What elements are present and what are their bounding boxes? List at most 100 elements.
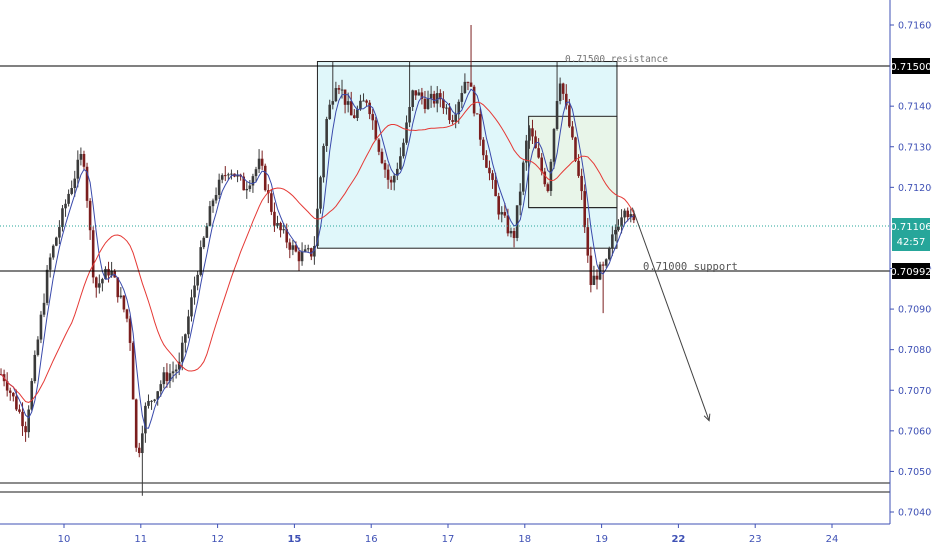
candle-body xyxy=(488,167,491,174)
candle-body xyxy=(263,165,267,191)
candle-body xyxy=(141,433,144,454)
candle-body xyxy=(205,226,209,238)
candle-body xyxy=(67,193,70,204)
arrow-shaft xyxy=(631,207,710,421)
candle-body xyxy=(353,115,356,118)
candle-body xyxy=(196,274,199,286)
candle-body xyxy=(460,93,464,102)
candle-body xyxy=(273,211,276,226)
candle-body xyxy=(319,177,322,209)
candle-body xyxy=(552,129,556,162)
candle-body xyxy=(313,246,316,257)
candle-body xyxy=(217,179,221,195)
candle-body xyxy=(475,113,479,115)
resistance-price-badge: 0.71500 xyxy=(890,58,932,74)
candle-body xyxy=(466,81,470,83)
candle-body xyxy=(448,107,451,121)
candle-body xyxy=(349,101,353,116)
support-label: 0.71000 support xyxy=(643,261,738,273)
candle-body xyxy=(601,264,605,266)
candle-body xyxy=(36,339,40,355)
candle-body xyxy=(515,205,519,238)
candle-body xyxy=(79,153,83,160)
y-tick-label: 0.70400 xyxy=(898,508,932,519)
candle-body xyxy=(8,390,12,393)
candle-body xyxy=(482,139,485,156)
x-tick-label: 15 xyxy=(287,534,301,545)
candle-body xyxy=(362,100,365,102)
candle-body xyxy=(574,137,577,161)
x-tick-label: 23 xyxy=(749,534,762,545)
candle-body xyxy=(64,203,67,209)
ma-layer xyxy=(0,88,635,429)
candle-body xyxy=(171,371,175,374)
candle-body xyxy=(614,229,617,235)
candle-body xyxy=(223,175,227,177)
candle-body xyxy=(592,275,596,285)
candle-body xyxy=(534,136,537,149)
candle-body xyxy=(300,251,304,262)
candle-body xyxy=(260,158,264,166)
candle-body xyxy=(131,342,135,400)
candle-body xyxy=(340,89,344,91)
candle-body xyxy=(531,128,534,137)
candle-body xyxy=(399,156,402,169)
candle-body xyxy=(380,151,384,164)
countdown-badge-text: 42:57 xyxy=(897,237,926,248)
candle-body xyxy=(528,128,531,141)
candle-body xyxy=(386,169,390,180)
candle-body xyxy=(180,342,184,362)
candle-body xyxy=(328,104,332,119)
candle-body xyxy=(291,245,295,250)
candle-body xyxy=(270,193,273,212)
candle-body xyxy=(549,161,553,191)
candle-body xyxy=(254,169,258,177)
time-axis-ticks: 10 11 12 15 16 17 18 19 22 23 24 xyxy=(58,524,838,545)
candle-body xyxy=(202,237,206,248)
candle-body xyxy=(497,196,500,215)
candle-body xyxy=(190,297,193,317)
candle-body xyxy=(518,191,522,206)
zones-layer xyxy=(316,61,618,249)
candle-body xyxy=(12,392,15,397)
arrow-head xyxy=(703,413,711,422)
candle-body xyxy=(337,88,341,90)
candle-body xyxy=(359,100,362,110)
candle-body xyxy=(478,114,482,140)
candle-body xyxy=(220,175,224,180)
candle-body xyxy=(208,206,212,227)
candle-body xyxy=(439,93,442,100)
resistance-price-badge-text: 0.71500 xyxy=(890,62,931,73)
candle-body xyxy=(279,222,282,231)
candle-body xyxy=(21,411,24,427)
candle-body xyxy=(134,399,138,448)
candle-body xyxy=(51,245,55,258)
candle-body xyxy=(577,160,580,176)
candle-body xyxy=(193,285,196,298)
candle-body xyxy=(469,82,473,87)
candle-body xyxy=(506,215,510,234)
candle-body xyxy=(153,399,156,401)
candle-body xyxy=(509,231,513,234)
candle-body xyxy=(242,176,246,191)
candle-body xyxy=(48,257,52,270)
candle-body xyxy=(58,227,61,238)
candle-body xyxy=(297,251,301,262)
candle-body xyxy=(76,159,80,179)
candle-body xyxy=(303,249,307,252)
candle-body xyxy=(211,200,215,207)
candle-body xyxy=(177,361,181,370)
support-price-badge-text: 0.70992 xyxy=(890,267,931,278)
candle-body xyxy=(371,114,375,121)
candle-body xyxy=(568,105,571,127)
candle-body xyxy=(457,101,461,115)
candle-body xyxy=(309,248,313,257)
candle-body xyxy=(288,242,292,250)
x-tick-label: 22 xyxy=(671,534,685,545)
candle-body xyxy=(494,179,497,197)
candle-body xyxy=(408,106,411,123)
candle-body xyxy=(230,173,233,175)
candle-body xyxy=(543,171,547,185)
